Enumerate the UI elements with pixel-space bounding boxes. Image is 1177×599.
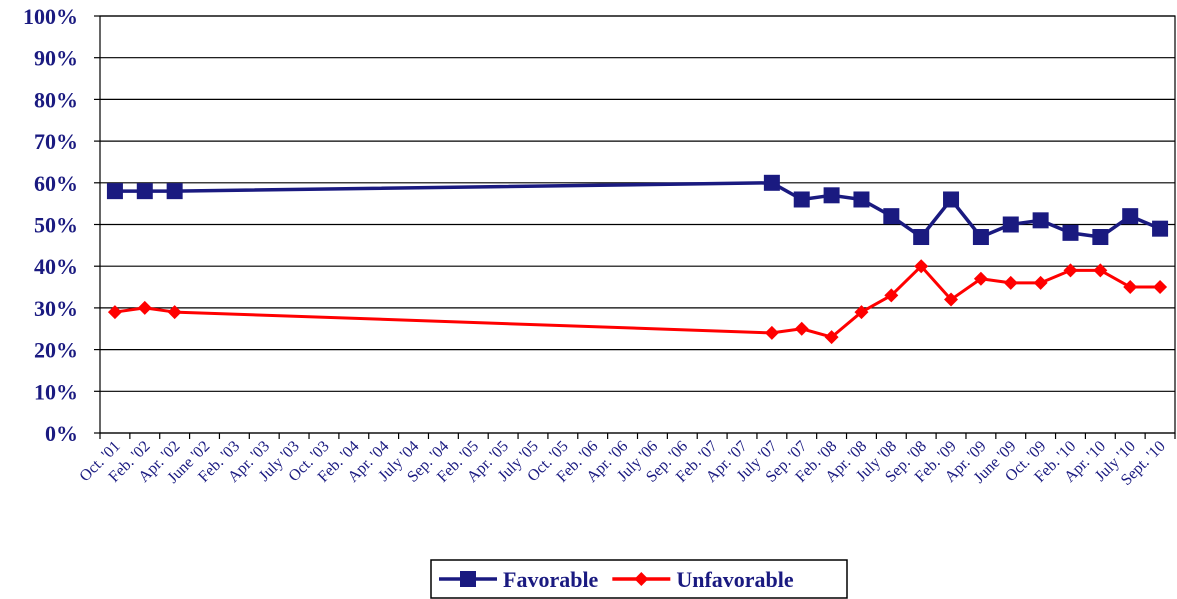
favorable-point xyxy=(1062,224,1079,241)
unfavorable-point xyxy=(973,271,988,286)
unfavorable-point xyxy=(794,321,809,336)
unfavorable-point xyxy=(944,292,959,307)
favorable-point xyxy=(883,208,900,225)
y-tick-label: 100% xyxy=(23,4,78,29)
unfavorable-line xyxy=(114,264,1161,339)
unfavorable-point xyxy=(1033,275,1048,290)
unfavorable-point xyxy=(167,305,182,320)
unfavorable-point xyxy=(764,325,779,340)
legend-marker-favorable xyxy=(460,571,476,587)
favorable-point xyxy=(793,191,810,208)
y-tick-label: 70% xyxy=(34,129,78,154)
favorable-point xyxy=(1152,220,1169,237)
favorable-point xyxy=(1002,216,1019,233)
unfavorable-point xyxy=(107,305,122,320)
y-tick-label: 0% xyxy=(45,421,78,446)
unfavorable-point xyxy=(1063,263,1078,278)
favorable-point xyxy=(166,183,183,200)
y-tick-label: 80% xyxy=(34,87,78,112)
y-tick-label: 50% xyxy=(34,213,78,238)
y-tick-label: 90% xyxy=(34,46,78,71)
favorable-point xyxy=(972,229,989,246)
favorable-point xyxy=(853,191,870,208)
y-tick-label: 30% xyxy=(34,296,78,321)
unfavorable-point xyxy=(1153,280,1168,295)
legend-marker-unfavorable xyxy=(634,572,649,586)
unfavorable-point xyxy=(137,300,152,315)
unfavorable-point xyxy=(914,259,929,274)
unfavorable-point xyxy=(884,288,899,303)
favorable-point xyxy=(823,187,840,204)
favorable-point xyxy=(913,229,930,246)
gridlines xyxy=(94,15,1176,439)
unfavorable-point xyxy=(824,330,839,345)
favorable-point xyxy=(763,174,780,191)
favorable-point xyxy=(1032,212,1049,229)
legend-label-favorable: Favorable xyxy=(503,567,599,592)
y-tick-label: 40% xyxy=(34,254,78,279)
y-tick-label: 60% xyxy=(34,171,78,196)
legend: Favorable Unfavorable xyxy=(430,559,848,599)
favorable-point xyxy=(106,183,123,200)
unfavorable-point xyxy=(1123,280,1138,295)
favorable-point xyxy=(136,183,153,200)
favorable-point xyxy=(1122,208,1139,225)
unfavorable-point xyxy=(854,305,869,320)
unfavorable-point xyxy=(1003,275,1018,290)
y-tick-label: 10% xyxy=(34,379,78,404)
legend-label-unfavorable: Unfavorable xyxy=(676,567,794,592)
favorable-point xyxy=(943,191,960,208)
unfavorable-point xyxy=(1093,263,1108,278)
favorable-point xyxy=(1092,229,1109,246)
y-axis-ticks: 0% 10% 20% 30% 40% 50% 60% 70% 80% 90% 100% xyxy=(23,4,78,446)
series-group xyxy=(106,174,1169,345)
y-tick-label: 20% xyxy=(34,338,78,363)
